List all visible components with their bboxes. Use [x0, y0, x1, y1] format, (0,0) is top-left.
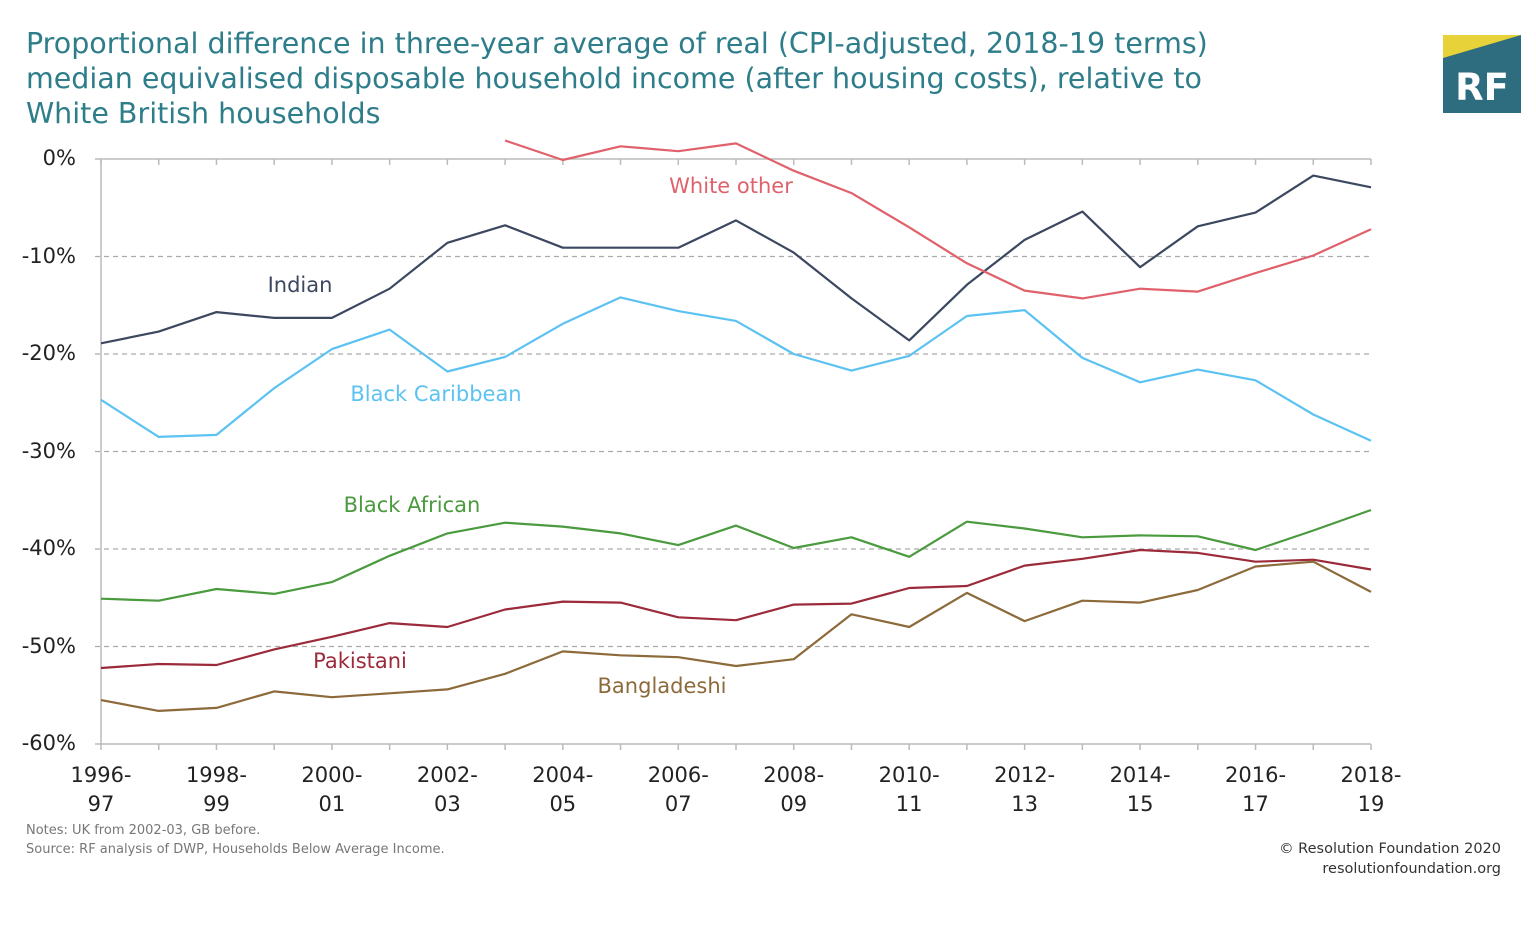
x-tick-label: 2012- 13 [994, 763, 1056, 816]
series-label: Bangladeshi [597, 674, 727, 698]
series-label: White other [669, 174, 793, 198]
series-label: Black African [343, 493, 481, 517]
x-tick-label: 2000- 01 [301, 763, 363, 816]
series-line [100, 296, 1372, 442]
series-line [100, 508, 1372, 602]
copyright: © Resolution Foundation 2020 [1279, 841, 1501, 857]
logo-accent [1443, 35, 1521, 58]
logo-text: RF [1455, 66, 1509, 109]
series-line [100, 174, 1372, 345]
x-tick-label: 1996- 97 [70, 763, 132, 816]
x-tick-label: 2008- 09 [763, 763, 825, 816]
x-tick-label: 2014- 15 [1109, 763, 1171, 816]
series-line [100, 548, 1372, 670]
x-tick-label: 2004- 05 [532, 763, 594, 816]
series-label: Indian [267, 273, 333, 297]
y-tick-label: -10% [21, 243, 76, 268]
y-tick-label: -40% [21, 536, 76, 560]
y-tick-label: -60% [21, 731, 76, 755]
x-tick-label: 2010- 11 [878, 763, 940, 816]
series-line [504, 139, 1372, 300]
x-tick-label: 1998- 99 [185, 763, 247, 816]
x-tick-label: 2016- 17 [1225, 763, 1287, 816]
y-tick-label: -20% [21, 341, 76, 365]
website: resolutionfoundation.org [1322, 861, 1501, 877]
x-tick-label: 2006- 07 [647, 763, 709, 816]
notes: Notes: UK from 2002-03, GB before. [26, 823, 261, 838]
x-tick-label: 2002- 03 [416, 763, 478, 816]
y-tick-label: 0% [42, 146, 76, 170]
series-label: Black Caribbean [350, 382, 522, 406]
y-tick-label: -50% [21, 633, 76, 658]
series-label: Pakistani [313, 649, 407, 673]
logo-mark [1443, 35, 1521, 113]
source: Source: RF analysis of DWP, Households B… [26, 842, 445, 857]
series-line [100, 560, 1372, 712]
chart-title: Proportional difference in three-year av… [26, 27, 1208, 130]
x-tick-label: 2018- 19 [1340, 763, 1402, 816]
y-tick-label: -30% [21, 438, 76, 463]
